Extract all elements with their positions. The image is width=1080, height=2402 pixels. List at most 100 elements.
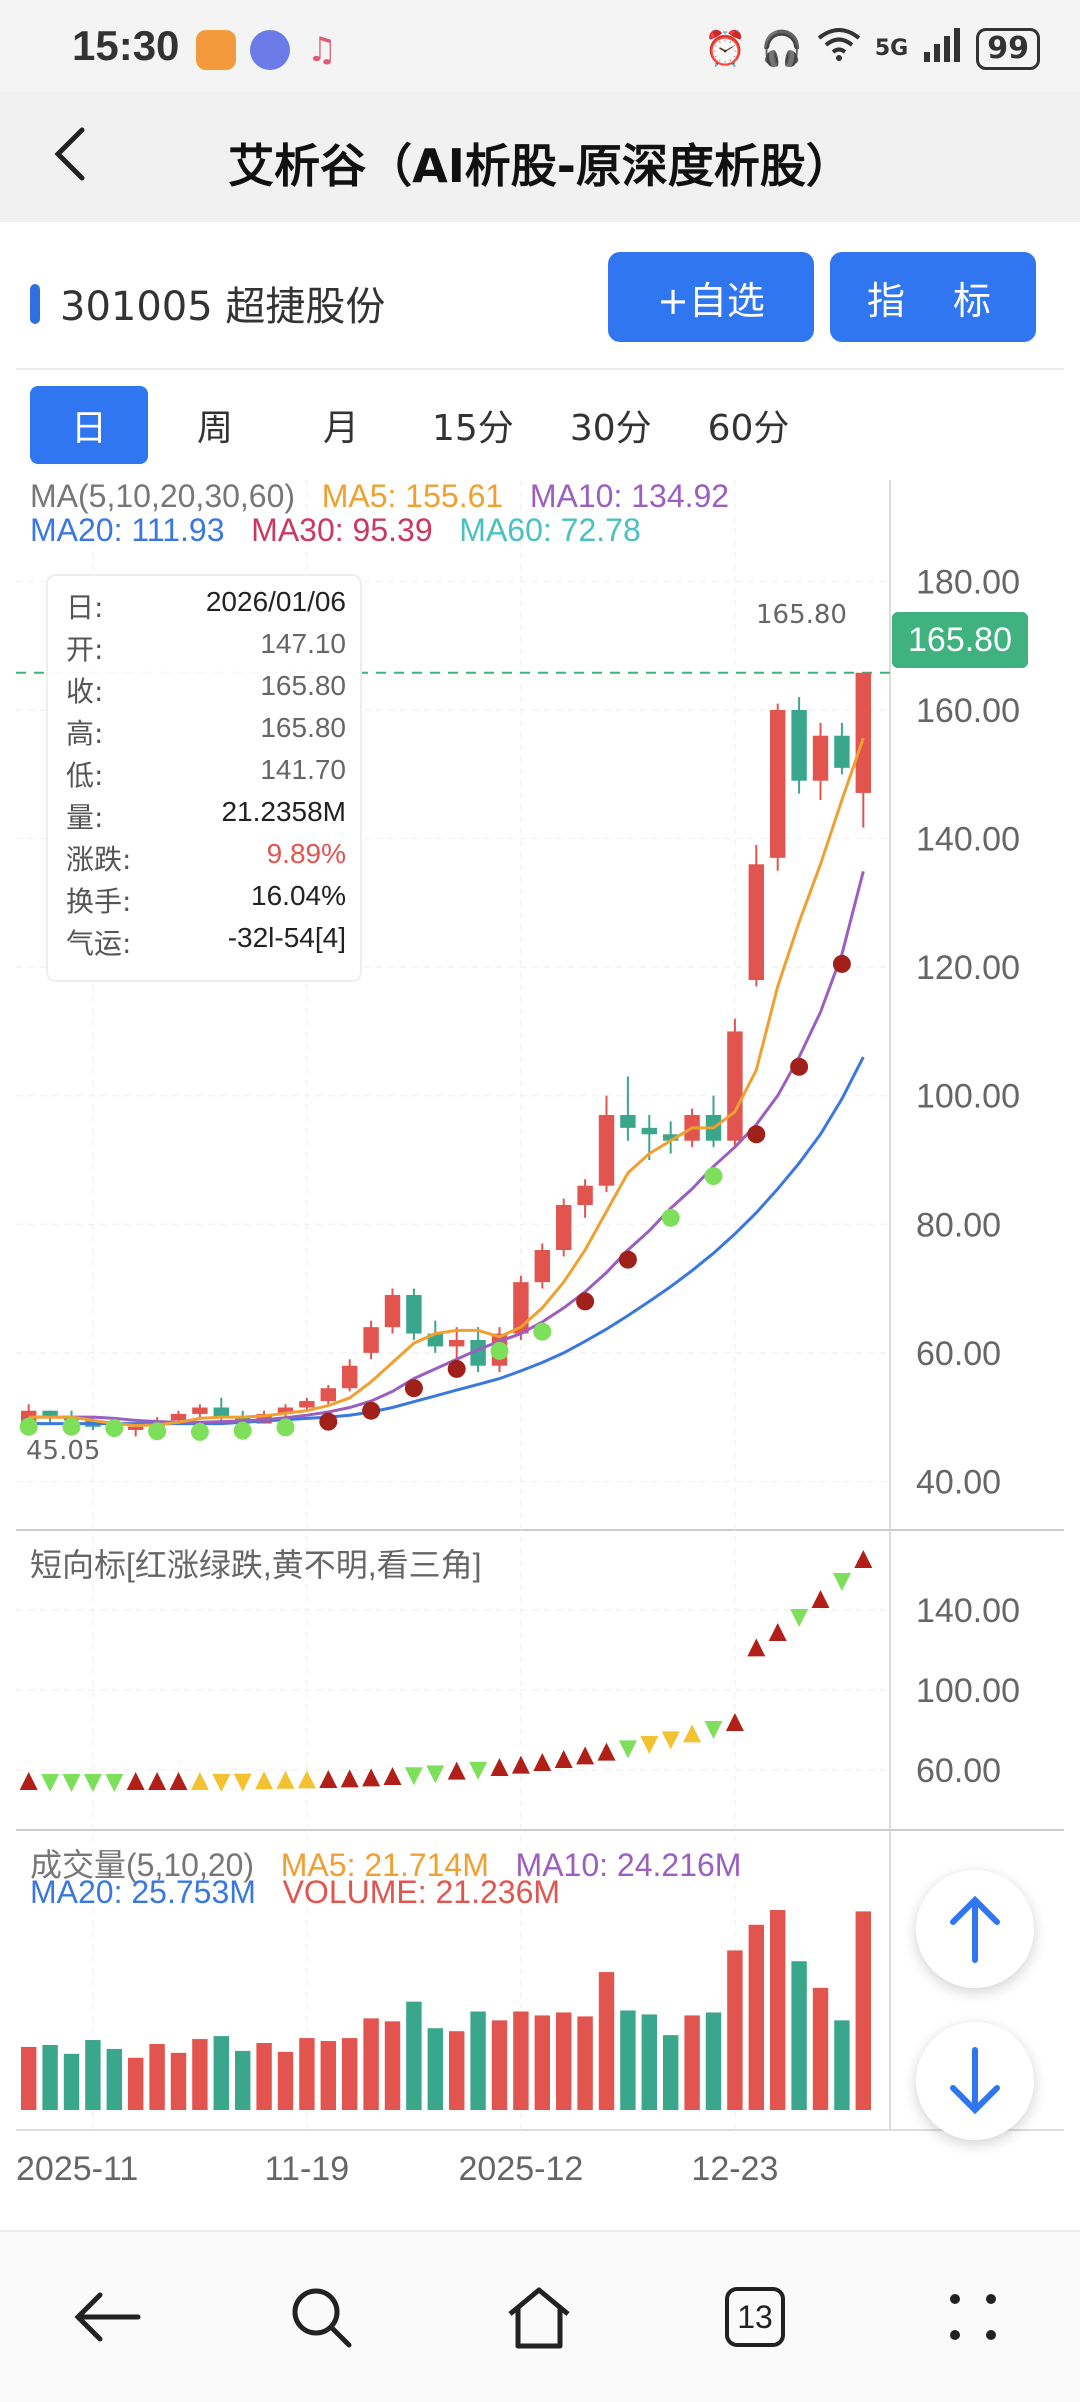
- indicator-triangle: [704, 1721, 723, 1739]
- indicator-triangle: [790, 1609, 809, 1627]
- date-tick-label: 11-19: [265, 2150, 349, 2188]
- indicator-triangle: [62, 1774, 81, 1792]
- signal-dot: [190, 1422, 209, 1441]
- stock-header: 301005 超捷股份 +自选 指 标: [0, 222, 1080, 372]
- signal-dot: [62, 1417, 81, 1436]
- indicator-triangle: [576, 1746, 595, 1765]
- info-row-high: 高: 165.80: [66, 712, 346, 750]
- indicator-triangle: [212, 1774, 231, 1792]
- price-tick-label: 140.00: [916, 821, 1020, 859]
- candle-body: [855, 672, 872, 793]
- price-tick-label: 40.00: [916, 1463, 1001, 1501]
- back-button[interactable]: [30, 114, 110, 194]
- tab-15min[interactable]: 15分: [432, 408, 514, 449]
- arrow-up-icon: [950, 1895, 1000, 1963]
- date-tick-label: 2025-12: [459, 2150, 584, 2188]
- ma-legend-row2: MA20: 111.93 MA30: 95.39 MA60: 72.78: [30, 512, 641, 549]
- indicator-triangle: [126, 1772, 145, 1790]
- tab-60min[interactable]: 60分: [707, 408, 790, 449]
- signal-dot: [276, 1418, 295, 1437]
- tab-month[interactable]: 月: [322, 408, 359, 449]
- indicator-triangle: [19, 1772, 38, 1790]
- scroll-down-button[interactable]: [916, 2022, 1034, 2140]
- network-type-label: 5G: [874, 36, 909, 61]
- music-app-icon: [250, 30, 290, 70]
- candle-body: [769, 710, 786, 858]
- volume-bar: [748, 1924, 765, 2110]
- candle-body: [555, 1205, 572, 1250]
- candle-body: [620, 1115, 636, 1128]
- short-indicator-title: 短向标[红涨绿跌,黄不明,看三角]: [30, 1547, 482, 1583]
- volume-bar: [834, 2020, 850, 2110]
- volume-legend-row1: 成交量(5,10,20) MA5: 21.714M MA10: 24.216M: [30, 1840, 741, 1886]
- add-favorite-button[interactable]: +自选: [608, 252, 814, 342]
- volume-bar: [555, 2012, 572, 2110]
- home-icon: [508, 2287, 570, 2349]
- candle-info-box: 日: 2026/01/06 开: 147.10 收: 165.80 高: 165.80 …: [46, 574, 362, 982]
- volume-bar: [727, 1950, 743, 2110]
- indicator-triangle: [469, 1761, 488, 1780]
- ma10-legend: MA10: 134.92: [529, 478, 730, 514]
- period-tabs: 日 周 月 15分 30分 60分: [30, 386, 821, 464]
- signal-icon: [922, 26, 962, 71]
- volume-bar: [106, 2048, 123, 2110]
- indicator-tick-label: 140.00: [916, 1592, 1020, 1630]
- nav-menu-button[interactable]: [928, 2272, 1018, 2362]
- nav-home-button[interactable]: [494, 2272, 584, 2362]
- signal-dot: [747, 1125, 766, 1144]
- signal-dot: [704, 1167, 723, 1186]
- page-title: 艾析谷（AI析股-原深度析股）: [228, 139, 852, 193]
- indicator-triangle: [169, 1772, 188, 1790]
- candle-body: [406, 1295, 422, 1334]
- indicator-tick-label: 60.00: [916, 1752, 1001, 1790]
- volume-bar: [641, 2014, 658, 2110]
- indicator-button[interactable]: 指 标: [830, 252, 1036, 342]
- date-tick-label: 2025-11: [16, 2150, 138, 2188]
- nav-back-button[interactable]: [62, 2272, 152, 2362]
- volume-bar: [577, 2016, 593, 2110]
- volume-bar: [513, 2011, 529, 2110]
- candle-body: [448, 1340, 465, 1347]
- nav-tabs-button[interactable]: 13: [710, 2272, 800, 2362]
- signal-dot: [533, 1322, 552, 1341]
- kline-chart[interactable]: 180.00 160.00 140.00 120.00 100.00 80.00 60.00…: [0, 470, 1080, 2200]
- volume-bar: [42, 2044, 58, 2110]
- signal-dot: [362, 1401, 381, 1420]
- scroll-up-button[interactable]: [916, 1870, 1034, 1988]
- tab-day[interactable]: 日: [30, 386, 148, 464]
- volume-bar: [363, 2018, 379, 2110]
- volume-bar: [149, 2043, 165, 2110]
- nav-search-button[interactable]: [276, 2272, 366, 2362]
- signal-dot: [790, 1057, 809, 1076]
- volume-bar: [320, 2041, 337, 2110]
- chart-canvas[interactable]: 180.00 160.00 140.00 120.00 100.00 80.00 60.00…: [0, 470, 1080, 2200]
- candle-body: [341, 1365, 358, 1389]
- volume-bar: [705, 2012, 722, 2110]
- date-tick-label: 12-23: [691, 2150, 778, 2188]
- ma60-legend: MA60: 72.78: [459, 512, 641, 548]
- info-row-turnover: 换手: 16.04%: [66, 880, 346, 918]
- search-icon: [292, 2288, 352, 2348]
- divider: [16, 368, 1064, 370]
- candle-body: [363, 1327, 379, 1353]
- indicator-triangle: [554, 1750, 573, 1768]
- info-row-volume: 量: 21.2358M: [66, 796, 346, 834]
- ma20-legend: MA20: 111.93: [30, 512, 225, 548]
- music-note-icon: ♫: [306, 30, 338, 70]
- tab-30min[interactable]: 30分: [569, 408, 652, 449]
- indicator-triangle: [105, 1774, 124, 1792]
- candle-body: [577, 1185, 593, 1205]
- tab-count: 13: [725, 2287, 785, 2347]
- candle-body: [299, 1401, 315, 1408]
- price-tick-label: 100.00: [916, 1078, 1020, 1116]
- candle-body: [170, 1413, 187, 1421]
- indicator-triangle: [490, 1758, 509, 1776]
- tab-week[interactable]: 周: [196, 408, 233, 449]
- low-price-label: 45.05: [26, 1436, 101, 1466]
- volume-bar: [620, 2010, 636, 2110]
- indicator-triangle: [511, 1755, 530, 1774]
- app-notification-icon: [196, 30, 236, 70]
- stock-code-name: 301005 超捷股份: [60, 284, 386, 330]
- signal-dot: [490, 1341, 509, 1360]
- chevron-left-icon: [54, 127, 85, 181]
